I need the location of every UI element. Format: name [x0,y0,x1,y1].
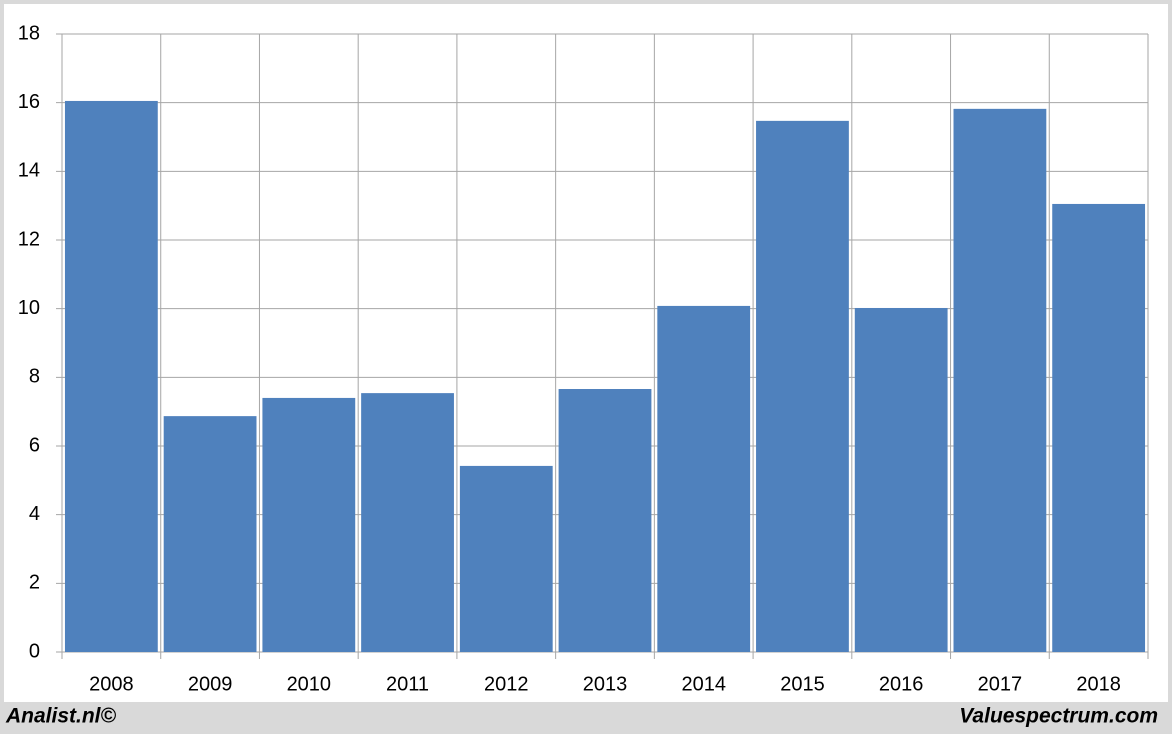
bar [262,397,356,652]
x-tick-label: 2018 [1076,673,1121,695]
y-tick-label: 0 [29,640,40,662]
bar [64,100,158,652]
y-tick-label: 18 [18,22,40,44]
bar [657,305,751,652]
y-tick-label: 6 [29,434,40,456]
x-tick-label: 2013 [583,673,628,695]
bar [854,307,948,652]
footer-right: Valuespectrum.com [959,705,1158,728]
bar [756,120,849,652]
bar [459,465,553,652]
bar [1052,203,1146,652]
y-tick-label: 2 [29,572,40,594]
y-tick-label: 14 [18,160,40,182]
x-tick-label: 2011 [386,673,429,695]
x-tick-label: 2012 [484,673,529,695]
x-tick-label: 2017 [978,673,1023,695]
bar [361,393,454,652]
footer-left: Analist.nl© [5,705,117,728]
y-tick-label: 16 [18,91,40,113]
x-tick-label: 2010 [287,673,332,695]
x-tick-label: 2015 [780,673,825,695]
x-tick-label: 2009 [188,673,233,695]
y-tick-label: 10 [18,297,40,319]
y-tick-label: 8 [29,366,40,388]
y-tick-label: 4 [29,503,40,525]
x-tick-label: 2016 [879,673,924,695]
bar [953,108,1047,652]
bar [163,416,257,652]
bar [558,389,652,652]
y-tick-label: 12 [18,228,40,250]
x-tick-label: 2008 [89,673,134,695]
x-tick-label: 2014 [681,673,726,695]
